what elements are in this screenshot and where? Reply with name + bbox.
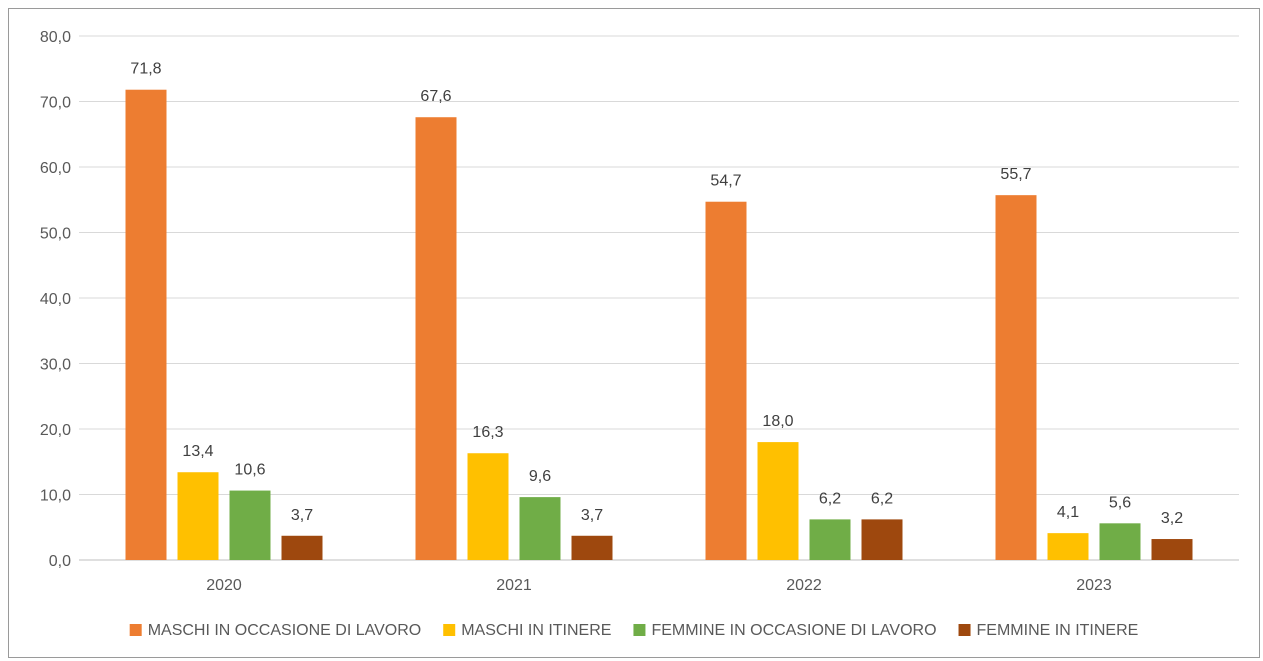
legend-label: FEMMINE IN OCCASIONE DI LAVORO bbox=[651, 622, 936, 639]
bar bbox=[571, 535, 613, 560]
bar bbox=[705, 201, 747, 560]
bar bbox=[809, 519, 851, 560]
data-label: 3,2 bbox=[1161, 510, 1183, 527]
x-tick-label: 2020 bbox=[206, 577, 242, 594]
y-tick-label: 80,0 bbox=[40, 29, 71, 46]
legend-label: FEMMINE IN ITINERE bbox=[977, 622, 1139, 639]
x-axis-categories: 2020 2021 2022 2023 bbox=[206, 577, 1112, 594]
data-label: 6,2 bbox=[819, 490, 841, 507]
legend-item: MASCHI IN OCCASIONE DI LAVORO bbox=[129, 622, 422, 639]
bar bbox=[1099, 523, 1141, 560]
legend: MASCHI IN OCCASIONE DI LAVORO MASCHI IN I… bbox=[129, 622, 1139, 639]
bar bbox=[467, 453, 509, 560]
data-label: 4,1 bbox=[1057, 504, 1079, 521]
legend-item: FEMMINE IN ITINERE bbox=[958, 622, 1139, 639]
gridlines bbox=[79, 35, 1239, 561]
y-tick-label: 40,0 bbox=[40, 291, 71, 308]
legend-item: MASCHI IN ITINERE bbox=[443, 622, 611, 639]
data-label: 13,4 bbox=[182, 443, 213, 460]
y-axis-ticks: 0,0 10,0 20,0 30,0 40,0 50,0 60,0 70,0 80,0 bbox=[40, 29, 71, 570]
y-tick-label: 30,0 bbox=[40, 357, 71, 374]
data-label: 54,7 bbox=[710, 173, 741, 190]
x-tick-label: 2023 bbox=[1076, 577, 1112, 594]
data-label: 67,6 bbox=[420, 88, 451, 105]
bar bbox=[757, 442, 799, 560]
y-tick-label: 20,0 bbox=[40, 422, 71, 439]
data-label: 3,7 bbox=[291, 507, 313, 524]
bar bbox=[229, 490, 271, 560]
legend-swatch bbox=[443, 624, 456, 636]
x-tick-label: 2021 bbox=[496, 577, 532, 594]
data-label: 55,7 bbox=[1000, 166, 1031, 183]
data-label: 71,8 bbox=[130, 61, 161, 78]
data-label: 9,6 bbox=[529, 468, 551, 485]
bar bbox=[415, 117, 457, 560]
legend-swatch bbox=[633, 624, 646, 636]
bar bbox=[995, 195, 1037, 561]
legend-item: FEMMINE IN OCCASIONE DI LAVORO bbox=[633, 622, 937, 639]
data-label: 6,2 bbox=[871, 490, 893, 507]
legend-label: MASCHI IN ITINERE bbox=[461, 622, 611, 639]
data-label: 5,6 bbox=[1109, 494, 1131, 511]
y-tick-label: 60,0 bbox=[40, 160, 71, 177]
legend-swatch bbox=[958, 624, 971, 636]
bar bbox=[519, 497, 561, 560]
bar bbox=[125, 89, 167, 561]
bars bbox=[125, 89, 1193, 561]
bar bbox=[1047, 533, 1089, 560]
bar bbox=[861, 519, 903, 560]
y-tick-label: 50,0 bbox=[40, 226, 71, 243]
chart-frame: 0,0 10,0 20,0 30,0 40,0 50,0 60,0 70,0 80,0 71,8… bbox=[8, 8, 1260, 658]
data-labels: 71,8 13,4 10,6 3,7 67,6 16,3 9,6 3,7 54,7 18,0 6,2… bbox=[130, 61, 1183, 527]
y-tick-label: 0,0 bbox=[49, 553, 71, 570]
data-label: 18,0 bbox=[762, 413, 793, 430]
y-tick-label: 70,0 bbox=[40, 95, 71, 112]
legend-swatch bbox=[129, 624, 142, 636]
data-label: 10,6 bbox=[234, 462, 265, 479]
data-label: 16,3 bbox=[472, 424, 503, 441]
bar-chart: 0,0 10,0 20,0 30,0 40,0 50,0 60,0 70,0 80,0 71,8… bbox=[40, 29, 1239, 639]
bar bbox=[281, 535, 323, 560]
x-tick-label: 2022 bbox=[786, 577, 822, 594]
legend-label: MASCHI IN OCCASIONE DI LAVORO bbox=[148, 622, 422, 639]
bar bbox=[177, 472, 219, 560]
bar bbox=[1151, 539, 1193, 560]
y-tick-label: 10,0 bbox=[40, 488, 71, 505]
data-label: 3,7 bbox=[581, 507, 603, 524]
